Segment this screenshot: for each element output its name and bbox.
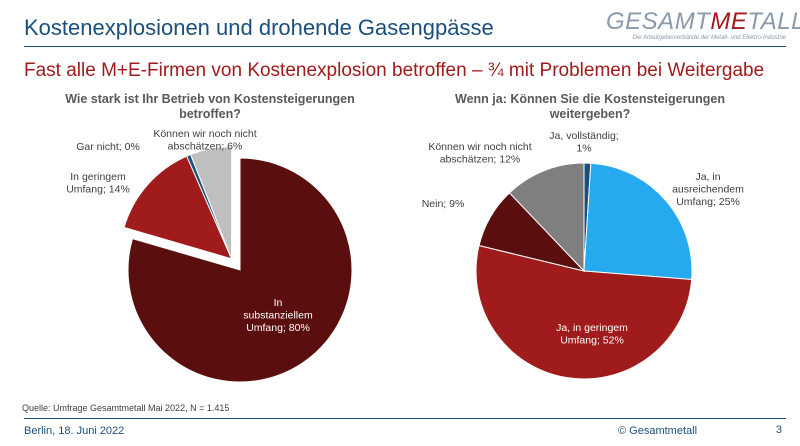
left-pie-slice-3 — [189, 146, 233, 259]
left-chart-title: Wie stark ist Ihr Betrieb von Kostenstei… — [65, 92, 355, 121]
left-pie-label-3: Können wir noch nicht abschätzen; 6% — [153, 128, 256, 153]
right-pie-slice-2 — [475, 244, 693, 380]
page-title: Kostenexplosionen und drohende Gasengpäs… — [24, 15, 494, 40]
right-pie-label-3: Nein; 9% — [422, 198, 465, 210]
left-pie-slice-1 — [123, 155, 233, 260]
footer-copyright: © Gesamtmetall — [618, 425, 698, 437]
left-pie-label-0: In substanziellem Umfang; 80% — [243, 297, 313, 334]
slide-headline: Fast alle M+E-Firmen von Kostenexplosion… — [24, 60, 765, 81]
header-divider — [24, 46, 786, 47]
left-pie-label-1: In geringem Umfang; 14% — [66, 171, 130, 196]
right-pie-label-1: Ja, in ausreichendem Umfang; 25% — [672, 171, 744, 208]
footer-divider — [24, 418, 786, 419]
right-pie-label-4: Können wir noch nicht abschätzen; 12% — [428, 141, 531, 166]
left-pie-label-2: Gar nicht; 0% — [76, 141, 140, 153]
right-pie-slice-4 — [508, 162, 585, 273]
left-pie-slice-0 — [127, 157, 353, 383]
right-pie-label-0: Ja, vollständig; 1% — [549, 130, 618, 155]
page-number: 3 — [775, 424, 782, 436]
gesamtmetall-logo: GESAMTMETALL Die Arbeitgeberverbände der… — [606, 8, 800, 41]
right-pie-slice-1 — [583, 162, 693, 281]
right-pie-label-2: Ja, in geringem Umfang; 52% — [556, 322, 628, 347]
source-note: Quelle: Umfrage Gesamtmetall Mai 2022, N… — [22, 403, 230, 413]
right-chart-title: Wenn ja: Können Sie die Kostensteigerung… — [455, 92, 725, 121]
footer-date: Berlin, 18. Juni 2022 — [24, 425, 125, 437]
